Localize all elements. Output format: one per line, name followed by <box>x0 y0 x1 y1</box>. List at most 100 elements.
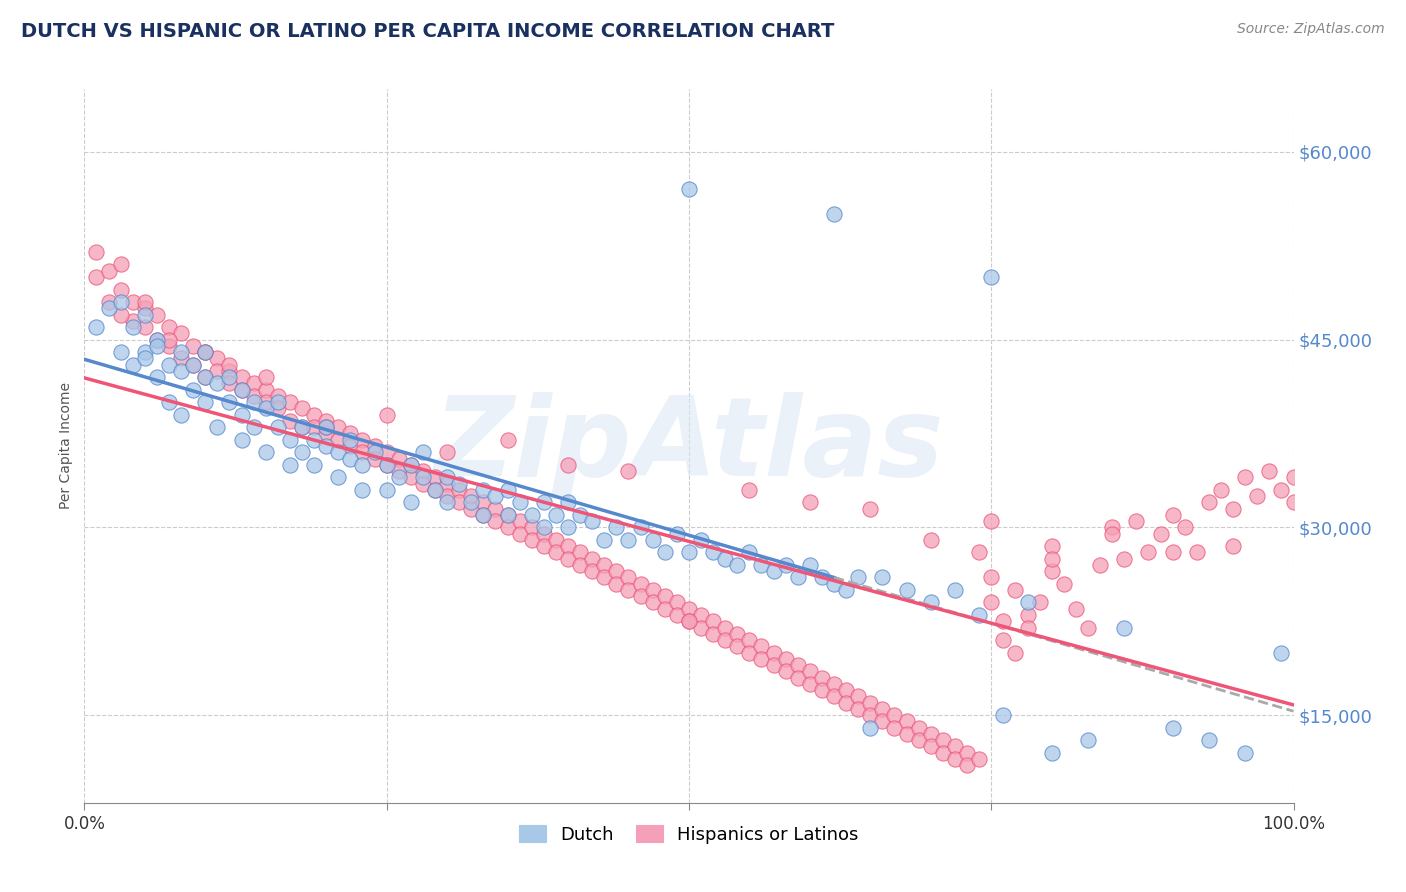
Point <box>665 607 688 622</box>
Point <box>932 746 955 760</box>
Point <box>134 301 156 316</box>
Point <box>872 702 894 716</box>
Point <box>678 545 700 559</box>
Point <box>328 445 350 459</box>
Point <box>484 501 506 516</box>
Point <box>654 545 676 559</box>
Point <box>254 370 277 384</box>
Point <box>352 458 374 472</box>
Point <box>231 370 253 384</box>
Point <box>678 601 700 615</box>
Point <box>146 308 169 322</box>
Point <box>1125 514 1147 528</box>
Point <box>617 570 640 584</box>
Point <box>605 576 627 591</box>
Point <box>449 483 471 497</box>
Point <box>157 395 180 409</box>
Point <box>170 326 193 341</box>
Point <box>207 420 229 434</box>
Point <box>254 383 277 397</box>
Point <box>835 582 858 597</box>
Point <box>907 733 929 747</box>
Point <box>496 520 519 534</box>
Point <box>557 551 579 566</box>
Point <box>883 721 905 735</box>
Point <box>1198 733 1220 747</box>
Point <box>630 576 652 591</box>
Point <box>1040 551 1063 566</box>
Point <box>714 551 737 566</box>
Point <box>1077 733 1099 747</box>
Point <box>157 333 180 347</box>
Point <box>218 370 240 384</box>
Point <box>302 408 325 422</box>
Point <box>110 295 132 310</box>
Point <box>520 520 543 534</box>
Point <box>1149 526 1171 541</box>
Point <box>194 395 217 409</box>
Point <box>242 395 264 409</box>
Point <box>654 589 676 603</box>
Point <box>207 376 229 391</box>
Point <box>86 244 108 259</box>
Point <box>328 420 350 434</box>
Point <box>581 514 603 528</box>
Point <box>218 376 240 391</box>
Point <box>1209 483 1232 497</box>
Point <box>181 383 204 397</box>
Point <box>751 558 773 572</box>
Point <box>194 345 217 359</box>
Point <box>714 621 737 635</box>
Point <box>146 333 169 347</box>
Point <box>569 508 592 522</box>
Point <box>641 582 664 597</box>
Point <box>339 426 361 441</box>
Point <box>1101 526 1123 541</box>
Point <box>86 320 108 334</box>
Point <box>375 458 398 472</box>
Point <box>352 445 374 459</box>
Point <box>641 595 664 609</box>
Y-axis label: Per Capita Income: Per Capita Income <box>59 383 73 509</box>
Point <box>170 345 193 359</box>
Point <box>1017 607 1039 622</box>
Point <box>110 308 132 322</box>
Point <box>328 470 350 484</box>
Point <box>460 495 482 509</box>
Point <box>121 320 143 334</box>
Text: DUTCH VS HISPANIC OR LATINO PER CAPITA INCOME CORRELATION CHART: DUTCH VS HISPANIC OR LATINO PER CAPITA I… <box>21 22 835 41</box>
Point <box>110 257 132 271</box>
Point <box>375 445 398 459</box>
Point <box>423 483 446 497</box>
Point <box>690 621 713 635</box>
Point <box>181 358 204 372</box>
Point <box>181 339 204 353</box>
Point <box>738 483 761 497</box>
Point <box>412 470 434 484</box>
Point <box>533 495 555 509</box>
Point <box>1004 646 1026 660</box>
Point <box>1137 545 1160 559</box>
Point <box>1270 483 1292 497</box>
Point <box>943 739 966 754</box>
Point <box>315 420 337 434</box>
Point <box>665 526 688 541</box>
Point <box>399 470 422 484</box>
Point <box>1053 576 1076 591</box>
Point <box>980 514 1002 528</box>
Point <box>231 408 253 422</box>
Point <box>920 533 942 547</box>
Point <box>254 395 277 409</box>
Point <box>1040 746 1063 760</box>
Point <box>170 364 193 378</box>
Point <box>231 383 253 397</box>
Point <box>799 495 821 509</box>
Point <box>751 640 773 654</box>
Point <box>751 652 773 666</box>
Point <box>1174 520 1197 534</box>
Point <box>1040 539 1063 553</box>
Point <box>97 301 120 316</box>
Point <box>678 614 700 628</box>
Point <box>605 564 627 578</box>
Point <box>690 607 713 622</box>
